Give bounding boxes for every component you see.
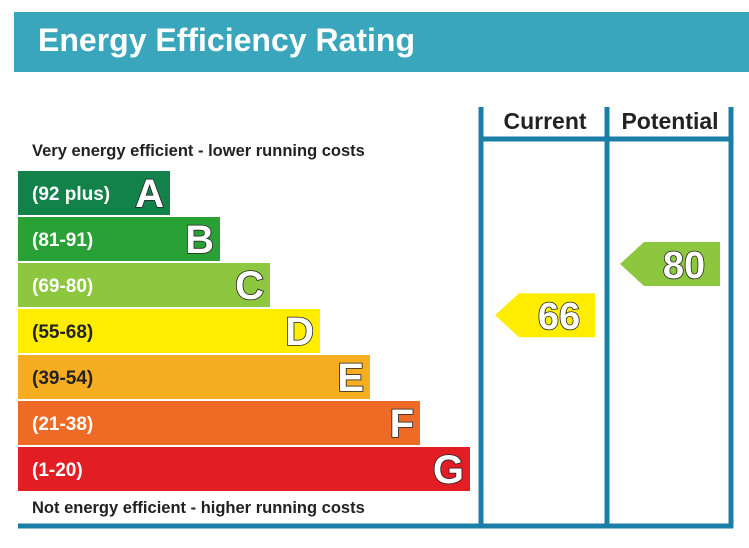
rating-value-current: 66 bbox=[538, 296, 580, 338]
band-letter-b: B bbox=[185, 218, 214, 262]
band-range-g: (1-20) bbox=[32, 460, 83, 481]
band-bar-d bbox=[18, 309, 320, 353]
rating-value-potential: 80 bbox=[663, 245, 705, 287]
band-letter-f: F bbox=[390, 402, 414, 446]
band-letter-a: A bbox=[135, 172, 164, 216]
rating-arrow-current bbox=[495, 293, 595, 338]
column-header-potential: Potential bbox=[621, 108, 718, 134]
band-letter-e: E bbox=[337, 356, 364, 400]
band-range-a: (92 plus) bbox=[32, 184, 110, 205]
band-letter-c: C bbox=[235, 264, 264, 308]
band-letter-d: D bbox=[285, 310, 314, 354]
band-range-e: (39-54) bbox=[32, 368, 93, 389]
band-bar-e bbox=[18, 355, 370, 399]
bottom-caption: Not energy efficient - higher running co… bbox=[32, 499, 365, 517]
band-range-d: (55-68) bbox=[32, 322, 93, 343]
band-letter-g: G bbox=[433, 448, 464, 492]
header-bar: Energy Efficiency Rating bbox=[14, 12, 749, 72]
band-bar-g bbox=[18, 447, 470, 491]
column-header-current: Current bbox=[503, 108, 586, 134]
band-range-c: (69-80) bbox=[32, 276, 93, 297]
page-title: Energy Efficiency Rating bbox=[38, 22, 415, 58]
band-bar-b bbox=[18, 217, 220, 261]
band-bar-c bbox=[18, 263, 270, 307]
band-range-b: (81-91) bbox=[32, 230, 93, 251]
band-bar-f bbox=[18, 401, 420, 445]
band-range-f: (21-38) bbox=[32, 414, 93, 435]
rating-arrow-potential bbox=[620, 242, 720, 286]
band-bar-a bbox=[18, 171, 170, 215]
top-caption: Very energy efficient - lower running co… bbox=[32, 142, 365, 160]
